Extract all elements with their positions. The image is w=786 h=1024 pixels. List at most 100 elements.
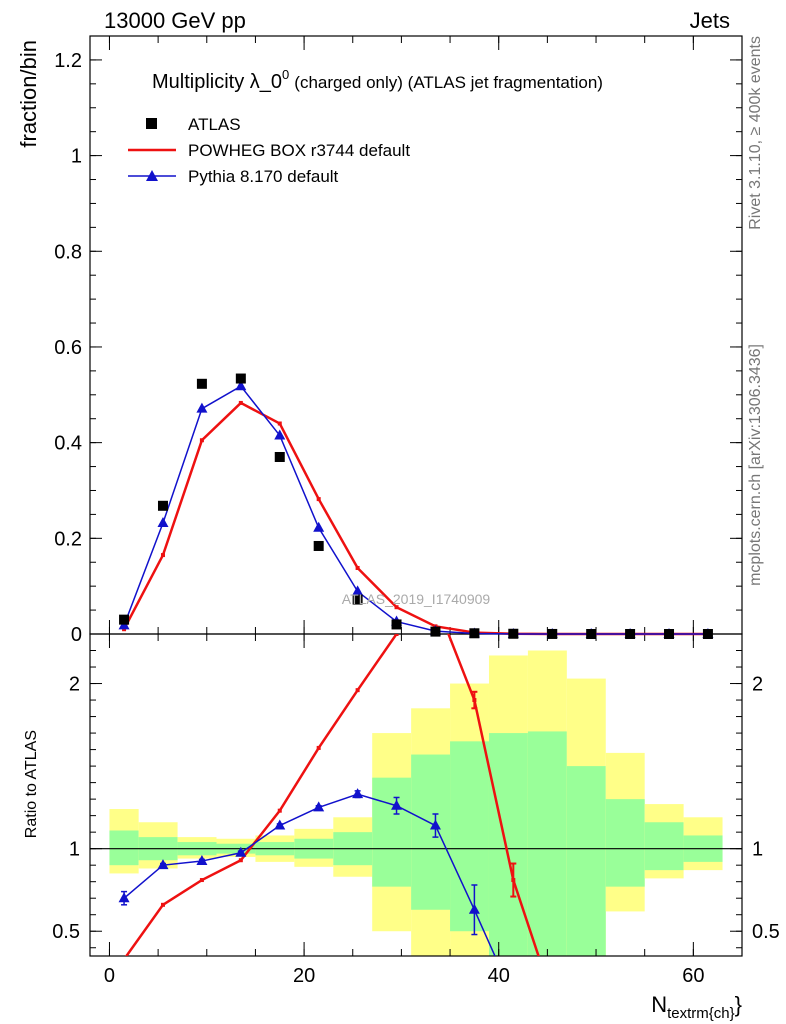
y-tick-label: 0.2 (54, 528, 82, 550)
legend-label-pythia: Pythia 8.170 default (188, 167, 339, 186)
x-axis-title-main: N (651, 992, 667, 1017)
ratio-tick-label-right: 0.5 (752, 921, 780, 943)
y-tick-label: 1.2 (54, 50, 82, 72)
ratio-axis-ticks: 0.5 0.5 1 1 2 2 (52, 650, 780, 949)
y-tick-label: 0 (71, 624, 82, 646)
x-tick-label: 40 (488, 965, 510, 987)
x-axis-title-sub: textrm{ch} (667, 1005, 735, 1022)
atlas-data-point (508, 628, 519, 639)
ratio-powheg-point (355, 688, 360, 693)
ratio-tick-label-right: 2 (752, 674, 763, 696)
header-process: Jets (690, 8, 730, 33)
ratio-powheg-point (511, 878, 516, 883)
y-tick-label: 1 (71, 146, 82, 168)
atlas-data-point (469, 628, 480, 639)
atlas-data-point (235, 373, 246, 384)
ratio-pythia-point (429, 819, 441, 830)
powheg-point (394, 605, 399, 610)
main-series (118, 373, 714, 639)
atlas-data-point (430, 626, 441, 637)
atlas-data-point (119, 614, 130, 625)
atlas-data-point (664, 629, 675, 639)
atlas-data-point (274, 451, 285, 462)
ratio-band-inner (411, 754, 451, 910)
powheg-point (316, 497, 321, 502)
ratio-band-inner (644, 822, 684, 871)
legend-marker-pythia (146, 170, 158, 181)
ratio-pythia-point (118, 892, 130, 903)
atlas-data-point (586, 629, 597, 639)
ratio-powheg-point (472, 698, 477, 703)
atlas-data-point (157, 500, 168, 511)
pythia-point (352, 585, 364, 596)
plot-title: Multiplicity λ_00 (charged only) (ATLAS j… (152, 67, 603, 93)
ratio-powheg-point (550, 995, 554, 999)
ratio-pythia-point (313, 801, 325, 812)
ratio-band-inner (527, 731, 567, 956)
ratio-tick-label: 0.5 (52, 921, 80, 943)
atlas-data-point (547, 628, 558, 639)
pythia-point (157, 517, 169, 528)
atlas-data-point (352, 594, 363, 605)
ratio-frame (89, 633, 743, 957)
ratio-band-inner (488, 733, 528, 956)
ratio-tick-label-right: 1 (752, 839, 763, 861)
rivet-label: Rivet 3.1.10, ≥ 400k events (747, 36, 764, 230)
y-tick-label: 0.4 (54, 433, 82, 455)
ratio-band-inner (450, 741, 489, 932)
ratio-band-inner (372, 777, 412, 887)
x-axis-ticks: 0 20 40 60 (104, 36, 704, 987)
pythia-line (123, 385, 708, 635)
y-axis-title: fraction/bin (16, 40, 41, 148)
ratio-powheg-line (124, 634, 540, 956)
powheg-point (199, 438, 204, 443)
ratio-powheg-point (238, 858, 243, 863)
ratio-pythia-group (118, 788, 496, 956)
legend: ATLAS POWHEG BOX r3744 default Pythia 8.… (128, 115, 410, 186)
y-tick-label: 0.6 (54, 337, 82, 359)
ratio-pythia-point (157, 859, 169, 870)
ratio-powheg-point (394, 634, 399, 636)
powheg-point (238, 400, 243, 405)
x-axis-title: Ntextrm{ch}} (651, 992, 742, 1022)
pythia-point (235, 380, 247, 391)
pythia-point (313, 521, 325, 532)
mcplots-label: mcplots.cern.ch [arXiv:1306.3436] (747, 344, 764, 586)
plot-title-main: Multiplicity λ_0 (152, 71, 282, 93)
ratio-band-inner (605, 799, 645, 887)
atlas-data-point (625, 629, 636, 639)
ratio-tick-label: 2 (69, 674, 80, 696)
ratio-band-inner (109, 830, 139, 866)
x-axis-title-close: } (735, 992, 742, 1017)
atlas-data-point (313, 540, 324, 551)
x-tick-label: 0 (104, 965, 115, 987)
atlas-data-point (702, 629, 713, 639)
powheg-point (160, 553, 165, 558)
powheg-point (277, 421, 282, 426)
x-tick-label: 60 (682, 965, 704, 987)
y-tick-label: 0.8 (54, 241, 82, 263)
analysis-watermark: ATLAS_2019_I1740909 (342, 591, 491, 607)
pythia-point (196, 402, 208, 413)
atlas-data-point (196, 378, 207, 389)
legend-marker-atlas (146, 118, 157, 129)
ratio-powheg-point (122, 957, 126, 961)
ratio-series (118, 634, 554, 999)
ratio-tick-label: 1 (69, 839, 80, 861)
powheg-point (355, 565, 360, 570)
pythia-point (274, 429, 286, 440)
ratio-band-inner (566, 766, 606, 956)
plot-title-suffix: (charged only) (ATLAS jet fragmentation) (294, 73, 603, 92)
ratio-pythia-point (274, 819, 286, 830)
main-axis-ticks: 0 0.2 0.4 0.6 0.8 1 1.2 (54, 35, 742, 646)
x-tick-label: 20 (293, 965, 315, 987)
ratio-powheg-point (277, 808, 282, 813)
ratio-pythia-point (468, 903, 480, 914)
ratio-powheg-point (316, 745, 321, 750)
header-energy: 13000 GeV pp (104, 8, 246, 33)
ratio-powheg-point (160, 902, 165, 907)
legend-label-atlas: ATLAS (188, 115, 241, 134)
legend-label-powheg: POWHEG BOX r3744 default (188, 141, 410, 160)
ratio-pythia-point (196, 855, 208, 866)
